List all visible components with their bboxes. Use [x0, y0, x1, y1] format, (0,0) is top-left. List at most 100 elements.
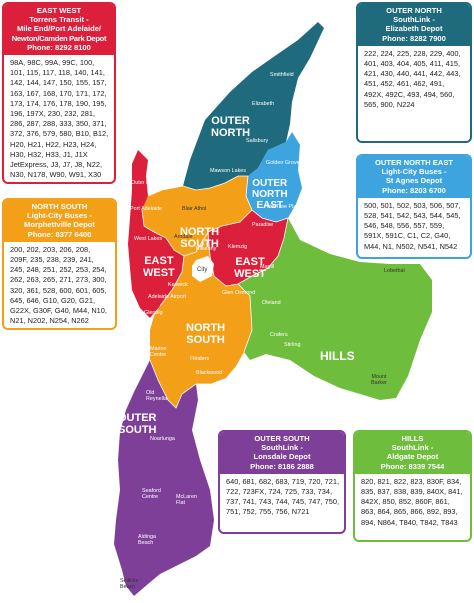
outer-south-box-header: OUTER SOUTH SouthLink - Lonsdale Depot P… — [220, 432, 344, 474]
east-west-info-box: EAST WEST Torrens Transit - Mile End/Por… — [2, 2, 116, 184]
place-sellicks-beach: Sellicks Beach — [120, 578, 139, 590]
outer-north-east-box-header: OUTER NORTH EAST Light-City Buses - St A… — [358, 156, 470, 198]
outer-south-box-title: OUTER SOUTH — [254, 434, 310, 443]
outer-north-east-box-depot: St Agnes Depot — [385, 176, 443, 186]
region-label-ew-left-line2: WEST — [143, 267, 175, 279]
place-glenelg: Glenelg — [144, 310, 163, 316]
place-magill: Magill — [260, 264, 275, 270]
region-label-outer-south: OUTER SOUTH — [118, 412, 157, 436]
region-label-outer-south-line2: SOUTH — [118, 424, 157, 436]
region-north-south-lower — [150, 232, 252, 408]
region-label-north-south-bottom: NORTH SOUTH — [186, 322, 225, 346]
place-paradise: Paradise — [252, 222, 274, 228]
region-east-west-left — [128, 150, 184, 318]
north-south-box-header: NORTH SOUTH Light-City Buses - Morphettv… — [4, 200, 115, 242]
place-blair-athol: Blair Athol — [182, 206, 207, 212]
outer-north-east-box-routes: 500, 501, 502, 503, 506, 507, 528, 541, … — [364, 200, 461, 251]
hills-box-header: HILLS SouthLink - Aldgate Depot Phone: 8… — [355, 432, 470, 474]
region-label-hills: HILLS — [320, 350, 355, 362]
region-label-east-west-right: EAST WEST — [228, 256, 272, 280]
place-smithfield: Smithfield — [270, 72, 294, 78]
east-west-box-routes: 98A, 98C, 99A, 99C, 100, 101, 115, 117, … — [10, 58, 109, 180]
place-noarlunga: Noarlunga — [150, 436, 175, 442]
region-label-hills-text: HILLS — [320, 349, 355, 363]
east-west-box-title: EAST WEST — [36, 6, 82, 15]
east-west-box-header: EAST WEST Torrens Transit - Mile End/Por… — [4, 4, 114, 56]
region-label-one-line2: NORTH — [252, 189, 288, 200]
north-south-box-phone: Phone: 8377 6400 — [27, 229, 92, 239]
outer-north-box-header: OUTER NORTH SouthLink - Elizabeth Depot … — [358, 4, 470, 46]
north-south-box-operator: Light-City Buses - — [27, 211, 92, 221]
region-label-outer-north-east: OUTER NORTH EAST — [252, 178, 288, 211]
outer-north-box-title: OUTER NORTH — [386, 6, 442, 15]
outer-north-east-box-phone: Phone: 8203 6700 — [382, 185, 446, 195]
region-label-north-south-top: NORTH SOUTH — [180, 226, 219, 250]
place-stirling: Stirling — [284, 342, 301, 348]
region-label-ns-top-line1: NORTH — [180, 226, 220, 238]
place-oleland: Oleland — [262, 300, 281, 306]
region-label-outer-north-line1: OUTER — [211, 115, 250, 127]
region-outer-south — [114, 360, 214, 596]
hills-box-depot: Aldgate Depot — [386, 452, 439, 462]
outer-north-east-box-operator: Light-City Buses - — [381, 167, 447, 177]
place-arndale: Arndale — [174, 234, 193, 240]
place-lobethal: Lobethal — [384, 268, 405, 274]
outer-north-east-info-box: OUTER NORTH EAST Light-City Buses - St A… — [356, 154, 472, 259]
north-south-box-routes: 200, 202, 203, 206, 208, 209F, 235, 238,… — [10, 244, 107, 326]
outer-north-box-depot: Elizabeth Depot — [385, 24, 443, 34]
outer-south-box-depot: Lonsdale Depot — [253, 452, 311, 462]
hills-info-box: HILLS SouthLink - Aldgate Depot Phone: 8… — [353, 430, 472, 542]
region-outer-north-east — [246, 132, 302, 222]
east-west-box-operator: Torrens Transit - — [29, 15, 89, 25]
place-gawler: Gawler — [314, 17, 332, 23]
place-flinders: Flinders — [190, 356, 210, 362]
outer-south-info-box: OUTER SOUTH SouthLink - Lonsdale Depot P… — [218, 430, 346, 534]
place-crafers: Crafers — [270, 332, 288, 338]
region-label-outer-north-line2: NORTH — [211, 127, 251, 139]
place-marion-centre: Marion Centre — [150, 346, 167, 358]
hills-box-operator: SouthLink - — [391, 443, 434, 453]
region-east-west-right — [208, 210, 288, 286]
place-golden-grove: Golden Grove — [266, 160, 300, 166]
place-port-adelaide: Port Adelaide — [130, 206, 163, 212]
place-old-reynella: Old Reynella — [146, 390, 167, 402]
place-seaford-centre: Seaford Centre — [142, 488, 161, 500]
outer-north-east-box-title: OUTER NORTH EAST — [374, 158, 454, 167]
region-label-one-line3: EAST — [256, 200, 284, 211]
place-glen-osmond: Glen Osmond — [222, 290, 256, 296]
region-label-ns-bottom-line2: SOUTH — [186, 334, 225, 346]
region-north-south-upper — [142, 176, 252, 256]
place-mclaren-flat: McLaren Flat — [176, 494, 197, 506]
region-label-outer-south-line1: OUTER — [118, 412, 157, 424]
place-klemzig: Klemzig — [228, 244, 248, 250]
outer-north-box-phone: Phone: 8282 7900 — [382, 33, 446, 43]
place-blackwood: Blackwood — [196, 370, 223, 376]
region-label-ns-top-line2: SOUTH — [180, 238, 219, 250]
outer-north-box-operator: SouthLink - — [393, 15, 435, 25]
north-south-info-box: NORTH SOUTH Light-City Buses - Morphettv… — [2, 198, 117, 330]
place-elizabeth: Elizabeth — [252, 101, 275, 107]
place-kilkenny: Kilkenny — [196, 246, 217, 252]
place-outer-harbor: Outer Harbor — [131, 180, 163, 186]
hills-box-phone: Phone: 8339 7544 — [380, 461, 445, 471]
north-south-box-depot: Morphettville Depot — [24, 220, 95, 230]
outer-south-box-phone: Phone: 8186 2888 — [250, 461, 314, 471]
city-label: City — [197, 267, 208, 273]
east-west-box-depot-1: Mile End/Port Adelaide/ — [16, 24, 102, 34]
region-label-ns-bottom-line1: NORTH — [186, 322, 226, 334]
region-outer-north — [183, 22, 324, 190]
east-west-box-depot-2: Newton/Camden Park Depot — [11, 33, 107, 43]
outer-north-info-box: OUTER NORTH SouthLink - Elizabeth Depot … — [356, 2, 472, 143]
place-mawson-lakes: Mawson Lakes — [210, 168, 246, 174]
region-label-east-west-left: EAST WEST — [143, 255, 175, 279]
place-adelaide-airport: Adelaide Airport — [148, 294, 187, 300]
place-keswick: Keswick — [168, 282, 188, 288]
north-south-box-title: NORTH SOUTH — [31, 202, 88, 211]
region-label-outer-north: OUTER NORTH — [211, 115, 250, 139]
outer-north-box-routes: 222, 224, 225, 228, 229, 400, 401, 403, … — [364, 48, 461, 109]
place-aldinga-beach: Aldinga Beach — [138, 534, 156, 546]
outer-south-box-routes: 640, 681, 682, 683, 719, 720, 721, 722, … — [226, 476, 340, 517]
place-mount-barker: Mount Barker — [371, 374, 387, 386]
east-west-box-phone: Phone: 8292 8100 — [27, 42, 91, 52]
